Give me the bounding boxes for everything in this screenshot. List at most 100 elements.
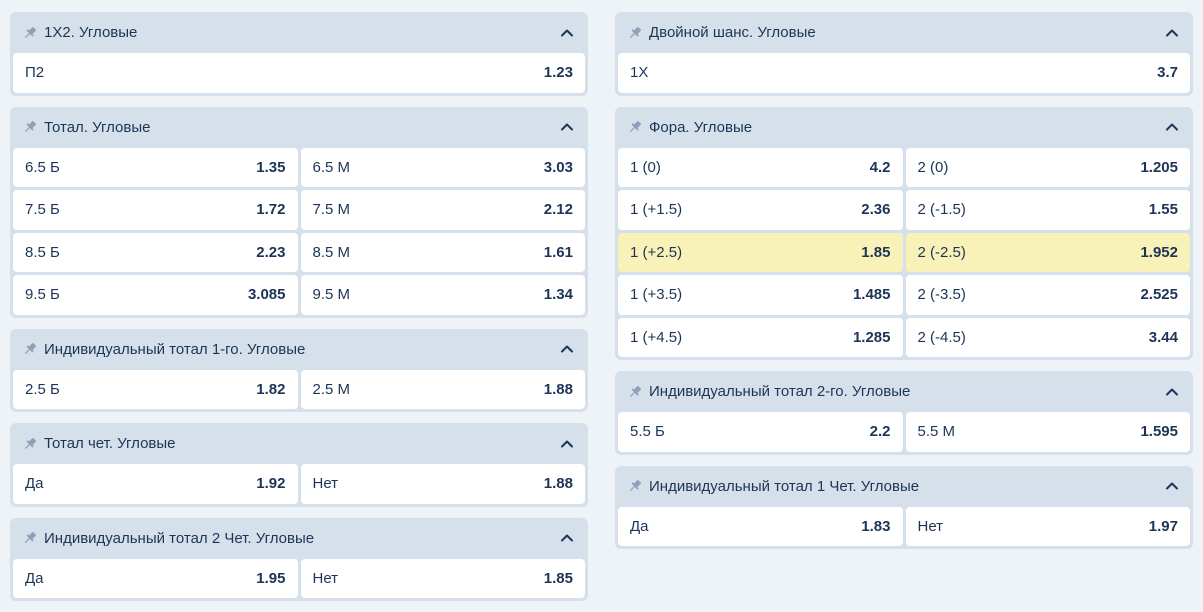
- odds-button[interactable]: Нет 1.85: [300, 558, 585, 598]
- odds-value: 1.34: [543, 286, 573, 304]
- odds-button[interactable]: 9.5 Б 3.085: [13, 275, 298, 315]
- odds-button[interactable]: Да 1.83: [618, 506, 903, 546]
- odds-value: 1.83: [861, 517, 891, 535]
- chevron-up-icon[interactable]: [559, 436, 575, 452]
- market-header[interactable]: Индивидуальный тотал 2-го. Угловые: [618, 371, 1190, 412]
- odds-value: 3.7: [1157, 64, 1178, 82]
- odds-button[interactable]: 1 (+1.5) 2.36: [618, 190, 903, 230]
- market-header[interactable]: Индивидуальный тотал 1 Чет. Угловые: [618, 466, 1190, 507]
- pin-icon[interactable]: [22, 530, 38, 546]
- odds-value: 1.61: [543, 243, 573, 261]
- outcome-label: 7.5 М: [312, 201, 351, 219]
- odds-value: 1.92: [256, 475, 286, 493]
- odds-button[interactable]: 6.5 Б 1.35: [13, 147, 298, 187]
- odds-button[interactable]: 2.5 М 1.88: [300, 369, 585, 409]
- outcome-label: 2 (0): [917, 158, 949, 176]
- odds-button[interactable]: 1X 3.7: [618, 53, 1190, 93]
- odds-button[interactable]: 2 (-4.5) 3.44: [905, 317, 1190, 357]
- chevron-up-icon[interactable]: [559, 119, 575, 135]
- market-block: Фора. Угловые 1 (0) 4.2 2 (0) 1.205 1 (+1.5) 2…: [615, 106, 1193, 360]
- odds-button[interactable]: П2 1.23: [13, 53, 585, 93]
- chevron-up-icon[interactable]: [559, 341, 575, 357]
- odds-button[interactable]: 2 (-2.5) 1.952: [905, 232, 1190, 272]
- outcome-row: 7.5 Б 1.72 7.5 М 2.12: [13, 190, 585, 230]
- outcome-label: 2 (-1.5): [917, 201, 966, 219]
- pin-icon[interactable]: [627, 119, 643, 135]
- outcome-label: 7.5 Б: [25, 201, 60, 219]
- market-outcomes: 2.5 Б 1.82 2.5 М 1.88: [13, 369, 585, 409]
- odds-value: 2.525: [1140, 286, 1178, 304]
- outcome-label: Да: [25, 569, 44, 587]
- outcome-row: 1 (+1.5) 2.36 2 (-1.5) 1.55: [618, 190, 1190, 230]
- odds-value: 1.88: [543, 380, 573, 398]
- outcome-label: 8.5 М: [312, 243, 351, 261]
- odds-button[interactable]: 7.5 М 2.12: [300, 190, 585, 230]
- outcome-row: Да 1.92 Нет 1.88: [13, 464, 585, 504]
- chevron-up-icon[interactable]: [559, 25, 575, 41]
- odds-button[interactable]: Да 1.92: [13, 464, 298, 504]
- odds-button[interactable]: Нет 1.97: [905, 506, 1190, 546]
- outcome-label: 5.5 М: [917, 423, 956, 441]
- market-header[interactable]: Тотал чет. Угловые: [13, 423, 585, 464]
- odds-value: 1.82: [256, 380, 286, 398]
- odds-value: 1.72: [256, 201, 286, 219]
- outcome-row: 2.5 Б 1.82 2.5 М 1.88: [13, 369, 585, 409]
- odds-button[interactable]: 2 (0) 1.205: [905, 147, 1190, 187]
- odds-button[interactable]: Да 1.95: [13, 558, 298, 598]
- market-header[interactable]: Фора. Угловые: [618, 107, 1190, 148]
- market-header[interactable]: Индивидуальный тотал 1-го. Угловые: [13, 329, 585, 370]
- outcome-label: 2.5 М: [312, 380, 351, 398]
- odds-button[interactable]: 1 (+2.5) 1.85: [618, 232, 903, 272]
- odds-button[interactable]: 5.5 Б 2.2: [618, 412, 903, 452]
- chevron-up-icon[interactable]: [1164, 384, 1180, 400]
- odds-button[interactable]: 2.5 Б 1.82: [13, 369, 298, 409]
- chevron-up-icon[interactable]: [559, 530, 575, 546]
- odds-button[interactable]: 9.5 М 1.34: [300, 275, 585, 315]
- pin-icon[interactable]: [627, 478, 643, 494]
- market-title: 1X2. Угловые: [44, 24, 138, 41]
- odds-button[interactable]: 1 (+3.5) 1.485: [618, 275, 903, 315]
- chevron-up-icon[interactable]: [1164, 119, 1180, 135]
- market-title: Индивидуальный тотал 1-го. Угловые: [44, 340, 306, 358]
- outcome-row: Да 1.95 Нет 1.85: [13, 558, 585, 598]
- outcome-label: 8.5 Б: [25, 243, 60, 261]
- market-header[interactable]: Двойной шанс. Угловые: [618, 12, 1190, 53]
- outcome-label: Нет: [312, 475, 339, 493]
- chevron-up-icon[interactable]: [1164, 25, 1180, 41]
- odds-button[interactable]: 6.5 М 3.03: [300, 147, 585, 187]
- odds-button[interactable]: 1 (0) 4.2: [618, 147, 903, 187]
- market-header[interactable]: 1X2. Угловые: [13, 12, 585, 53]
- outcome-row: Да 1.83 Нет 1.97: [618, 506, 1190, 546]
- pin-icon[interactable]: [627, 384, 643, 400]
- outcome-label: 1 (+4.5): [630, 328, 683, 346]
- pin-icon[interactable]: [627, 25, 643, 41]
- odds-value: 1.35: [256, 158, 286, 176]
- odds-value: 2.23: [256, 243, 286, 261]
- odds-button[interactable]: 2 (-3.5) 2.525: [905, 275, 1190, 315]
- pin-icon[interactable]: [22, 341, 38, 357]
- pin-icon[interactable]: [22, 436, 38, 452]
- odds-button[interactable]: 1 (+4.5) 1.285: [618, 317, 903, 357]
- odds-value: 1.97: [1148, 517, 1178, 535]
- market-header[interactable]: Тотал. Угловые: [13, 107, 585, 148]
- pin-icon[interactable]: [22, 25, 38, 41]
- outcome-label: 1 (+2.5): [630, 243, 683, 261]
- pin-icon[interactable]: [22, 119, 38, 135]
- odds-button[interactable]: 2 (-1.5) 1.55: [905, 190, 1190, 230]
- outcome-row: 5.5 Б 2.2 5.5 М 1.595: [618, 412, 1190, 452]
- odds-value: 1.952: [1140, 243, 1178, 261]
- market-block: Двойной шанс. Угловые 1X 3.7: [615, 12, 1193, 96]
- odds-value: 4.2: [869, 158, 891, 176]
- odds-button[interactable]: 8.5 М 1.61: [300, 232, 585, 272]
- market-block: Тотал чет. Угловые Да 1.92 Нет 1.88: [10, 423, 588, 507]
- outcome-label: Да: [25, 475, 44, 493]
- odds-button[interactable]: 8.5 Б 2.23: [13, 232, 298, 272]
- outcome-label: 2.5 Б: [25, 380, 60, 398]
- chevron-up-icon[interactable]: [1164, 478, 1180, 494]
- market-outcomes: Да 1.83 Нет 1.97: [618, 506, 1190, 546]
- odds-button[interactable]: 5.5 М 1.595: [905, 412, 1190, 452]
- odds-button[interactable]: Нет 1.88: [300, 464, 585, 504]
- odds-value: 1.205: [1140, 158, 1178, 176]
- market-header[interactable]: Индивидуальный тотал 2 Чет. Угловые: [13, 518, 585, 559]
- odds-button[interactable]: 7.5 Б 1.72: [13, 190, 298, 230]
